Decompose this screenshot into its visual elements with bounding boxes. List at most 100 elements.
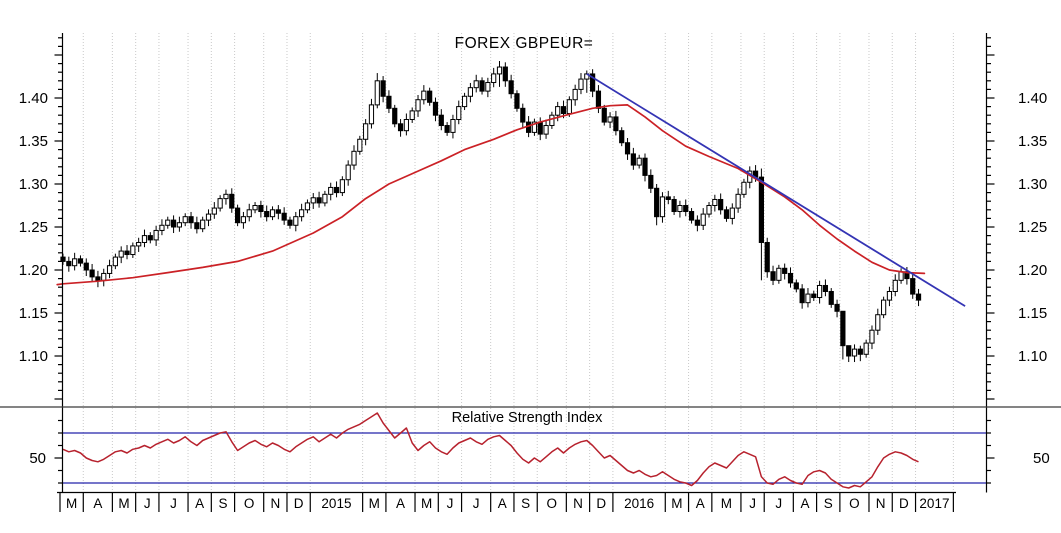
candle <box>782 263 788 280</box>
candle-body <box>834 303 840 312</box>
candle-body <box>438 114 444 127</box>
month-label: J <box>144 496 151 511</box>
candle-body <box>322 193 328 204</box>
month-label: S <box>824 496 833 511</box>
month-label: O <box>244 496 255 511</box>
candle-body <box>188 216 194 224</box>
candle <box>671 196 677 215</box>
candle-body <box>299 209 305 218</box>
candle-body <box>106 265 113 274</box>
candle <box>479 77 485 95</box>
month-label: N <box>270 496 280 511</box>
candle-body <box>881 299 887 316</box>
candle-body <box>729 207 735 219</box>
candle-body <box>787 272 794 284</box>
candle <box>165 216 171 229</box>
candle-body <box>671 198 677 213</box>
candle <box>136 237 142 252</box>
candle-body <box>235 207 241 224</box>
month-label: A <box>498 496 507 511</box>
candle-body <box>799 288 805 304</box>
candle <box>176 216 183 232</box>
candle-body <box>555 106 561 116</box>
candle-body <box>665 196 671 200</box>
candle-body <box>590 73 596 92</box>
candle-body <box>101 272 107 281</box>
candle-body <box>473 80 479 89</box>
rsi-title: Relative Strength Index <box>451 410 603 426</box>
candle <box>240 211 247 229</box>
candle <box>293 211 299 232</box>
candle-body <box>258 205 264 213</box>
candle <box>700 208 706 231</box>
candle <box>910 272 916 299</box>
candle-body <box>607 116 613 123</box>
candle-body <box>846 345 852 357</box>
price-label-right: 1.20 <box>1018 262 1047 279</box>
candle <box>619 127 625 147</box>
candle-body <box>293 216 299 226</box>
candle-body <box>502 66 508 82</box>
month-label: A <box>93 496 102 511</box>
candle-body <box>130 245 136 256</box>
candle <box>578 73 584 95</box>
candle <box>450 114 456 139</box>
candle <box>898 268 904 284</box>
chart-title: FOREX GBPEUR= <box>454 35 594 52</box>
candle <box>496 61 503 87</box>
candle <box>607 112 613 129</box>
candle-body <box>875 314 881 331</box>
candle <box>83 258 89 277</box>
rsi-axis: 50 50 <box>29 419 1050 484</box>
candle-body <box>485 82 491 92</box>
candle-body <box>776 267 782 281</box>
candle-body <box>642 157 648 176</box>
candle <box>421 85 427 105</box>
price-label-right: 1.35 <box>1018 133 1047 150</box>
price-label-left: 1.35 <box>19 133 48 150</box>
candle <box>741 178 747 198</box>
candle <box>572 84 578 106</box>
candle-body <box>712 198 718 206</box>
candle-body <box>601 107 607 123</box>
candle-body <box>624 142 631 155</box>
candle <box>106 259 113 279</box>
candle <box>188 211 194 229</box>
candle-body <box>252 205 258 211</box>
candle <box>712 194 718 212</box>
candle <box>211 202 217 219</box>
candles-layer <box>60 61 922 363</box>
candle <box>630 147 636 170</box>
candle-body <box>351 150 357 166</box>
candle <box>386 90 392 114</box>
candle-body <box>461 95 468 108</box>
candle <box>793 279 799 293</box>
candle-body <box>147 235 153 241</box>
candle <box>636 154 642 169</box>
candle <box>881 296 887 319</box>
candle <box>397 119 404 137</box>
candle <box>339 176 345 197</box>
price-label-left: 1.40 <box>19 90 48 107</box>
candle-body <box>688 211 695 221</box>
candle-body <box>700 213 706 226</box>
candle-body <box>72 258 78 267</box>
month-label: D <box>899 496 909 511</box>
candle-body <box>648 174 654 189</box>
candle-body <box>444 125 450 133</box>
candle-body <box>223 193 229 200</box>
candle-body <box>467 87 473 97</box>
candle-body <box>595 90 602 109</box>
candle <box>322 190 328 207</box>
candle-body <box>403 119 409 132</box>
candle <box>217 195 223 212</box>
candle-body <box>531 121 538 133</box>
candle-body <box>782 267 788 274</box>
candle <box>328 182 334 201</box>
candle <box>275 205 281 220</box>
candle-body <box>176 222 183 228</box>
candle-body <box>479 80 485 92</box>
candle-body <box>118 250 124 258</box>
candle-body <box>770 271 776 281</box>
